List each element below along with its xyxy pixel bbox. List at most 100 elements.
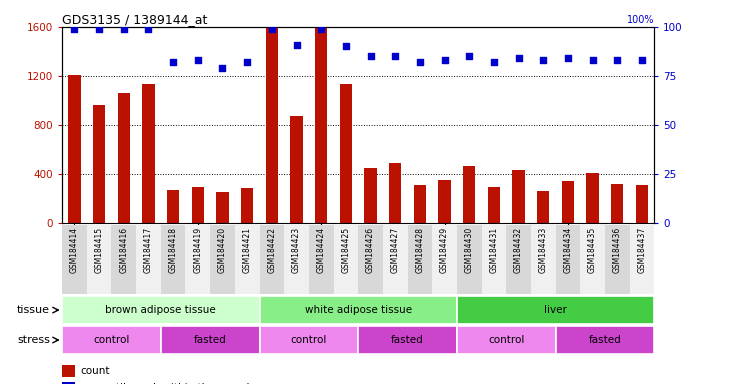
Bar <box>358 225 383 294</box>
Bar <box>629 225 654 294</box>
Bar <box>432 225 457 294</box>
Bar <box>408 225 432 294</box>
Bar <box>309 225 333 294</box>
Bar <box>235 225 260 294</box>
Bar <box>537 191 550 223</box>
Text: GSM184416: GSM184416 <box>119 227 129 273</box>
Point <box>390 53 401 59</box>
Bar <box>284 225 308 294</box>
Bar <box>192 187 204 223</box>
Bar <box>68 74 80 223</box>
Bar <box>186 225 211 294</box>
Bar <box>315 28 327 223</box>
Bar <box>93 105 105 223</box>
Text: brown adipose tissue: brown adipose tissue <box>105 305 216 315</box>
Point <box>143 26 154 32</box>
Text: GSM184431: GSM184431 <box>489 227 499 273</box>
Text: control: control <box>488 335 524 345</box>
Bar <box>260 225 284 294</box>
Text: GSM184417: GSM184417 <box>144 227 153 273</box>
Point <box>463 53 475 59</box>
Point <box>512 55 524 61</box>
Bar <box>62 296 260 324</box>
Bar <box>556 326 654 354</box>
Text: GSM184426: GSM184426 <box>366 227 375 273</box>
Point <box>241 59 253 65</box>
Text: GSM184424: GSM184424 <box>317 227 326 273</box>
Bar <box>161 225 186 294</box>
Bar <box>358 326 457 354</box>
Text: GSM184433: GSM184433 <box>539 227 548 273</box>
Bar <box>364 168 376 223</box>
Bar <box>488 187 500 223</box>
Point <box>611 57 623 63</box>
Point <box>266 26 278 32</box>
Text: GSM184435: GSM184435 <box>588 227 597 273</box>
Point <box>587 57 599 63</box>
Bar <box>87 225 111 294</box>
Bar <box>611 184 624 223</box>
Point <box>636 57 648 63</box>
Point <box>216 65 228 71</box>
Bar <box>580 225 605 294</box>
Bar <box>340 84 352 223</box>
Bar <box>62 225 87 294</box>
Point <box>192 57 204 63</box>
Text: GSM184420: GSM184420 <box>218 227 227 273</box>
Point <box>365 53 376 59</box>
Bar <box>211 225 235 294</box>
Bar <box>136 225 161 294</box>
Text: GSM184432: GSM184432 <box>514 227 523 273</box>
Text: GSM184422: GSM184422 <box>268 227 276 273</box>
Text: GSM184437: GSM184437 <box>637 227 646 273</box>
Text: white adipose tissue: white adipose tissue <box>305 305 412 315</box>
Bar <box>62 326 161 354</box>
Text: 100%: 100% <box>626 15 654 25</box>
Point <box>488 59 500 65</box>
Bar <box>636 185 648 223</box>
Text: GSM184414: GSM184414 <box>70 227 79 273</box>
Bar <box>112 225 136 294</box>
Text: fasted: fasted <box>391 335 424 345</box>
Bar <box>389 163 401 223</box>
Text: fasted: fasted <box>588 335 621 345</box>
Bar <box>260 296 457 324</box>
Bar <box>265 28 278 223</box>
Text: GSM184428: GSM184428 <box>415 227 425 273</box>
Bar <box>216 192 229 223</box>
Point <box>291 41 303 48</box>
Bar <box>167 190 179 223</box>
Bar <box>506 225 531 294</box>
Bar <box>333 225 358 294</box>
Bar <box>586 172 599 223</box>
Bar <box>457 225 482 294</box>
Text: GSM184418: GSM184418 <box>169 227 178 273</box>
Bar <box>457 296 654 324</box>
Point <box>562 55 574 61</box>
Text: GSM184425: GSM184425 <box>341 227 350 273</box>
Point <box>118 26 129 32</box>
Bar <box>463 166 475 223</box>
Point <box>439 57 450 63</box>
Bar <box>439 180 451 223</box>
Bar <box>556 225 580 294</box>
Text: count: count <box>80 366 110 376</box>
Text: GSM184419: GSM184419 <box>193 227 202 273</box>
Bar <box>62 382 75 384</box>
Bar <box>561 181 574 223</box>
Text: GSM184415: GSM184415 <box>94 227 104 273</box>
Text: GSM184421: GSM184421 <box>243 227 251 273</box>
Bar <box>62 365 75 377</box>
Text: GSM184427: GSM184427 <box>390 227 400 273</box>
Bar <box>457 326 556 354</box>
Text: tissue: tissue <box>17 305 50 315</box>
Bar <box>143 84 155 223</box>
Point <box>414 59 425 65</box>
Text: GSM184429: GSM184429 <box>440 227 449 273</box>
Text: control: control <box>94 335 129 345</box>
Bar <box>531 225 556 294</box>
Point <box>94 26 105 32</box>
Text: GSM184436: GSM184436 <box>613 227 622 273</box>
Bar <box>260 326 358 354</box>
Text: liver: liver <box>544 305 567 315</box>
